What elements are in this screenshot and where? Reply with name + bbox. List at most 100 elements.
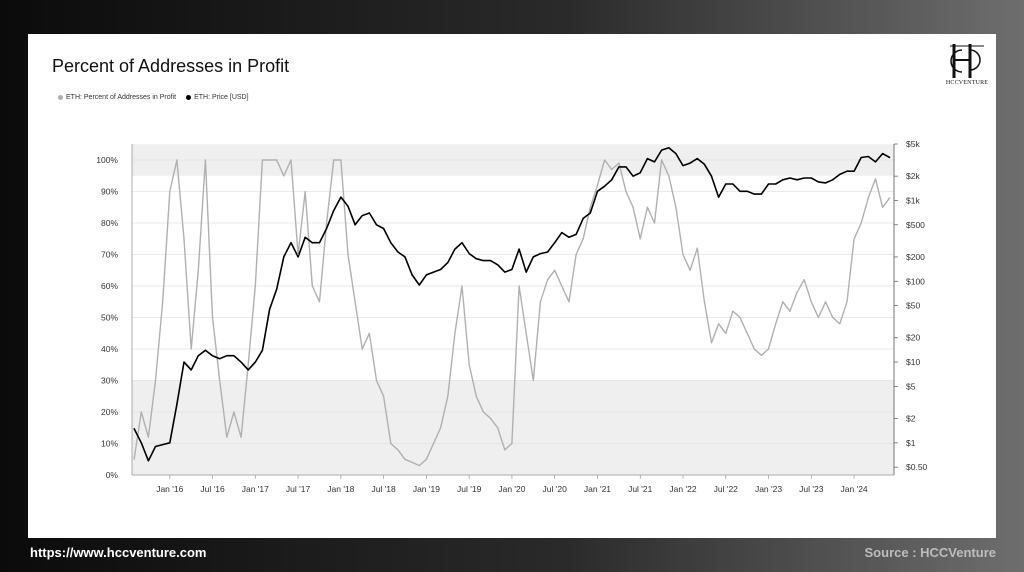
footer-url[interactable]: https://www.hccventure.com bbox=[30, 545, 207, 560]
percent-point bbox=[133, 458, 135, 460]
x-tick-label: Jan '22 bbox=[669, 484, 696, 494]
percent-point bbox=[618, 162, 620, 164]
percent-point bbox=[839, 323, 841, 325]
price-point bbox=[169, 442, 171, 444]
percent-point bbox=[390, 442, 392, 445]
price-point bbox=[710, 175, 713, 177]
percent-point bbox=[539, 301, 542, 303]
x-tick-label: Jul '16 bbox=[200, 484, 225, 494]
percent-point bbox=[268, 159, 271, 161]
price-point bbox=[247, 369, 249, 371]
percent-point bbox=[589, 206, 591, 208]
percent-point bbox=[354, 301, 356, 303]
price-point bbox=[867, 155, 869, 158]
price-point bbox=[276, 288, 278, 290]
price-point bbox=[404, 256, 406, 258]
price-point bbox=[454, 248, 456, 250]
price-point bbox=[340, 196, 342, 198]
price-point bbox=[596, 190, 599, 192]
x-tick-label: Jan '24 bbox=[841, 484, 868, 494]
percent-point bbox=[860, 222, 862, 224]
percent-point bbox=[696, 247, 698, 249]
chart-card: Percent of Addresses in Profit ETH: Perc… bbox=[28, 34, 996, 538]
y-right-tick-label: $20 bbox=[906, 333, 920, 343]
percent-point bbox=[739, 316, 741, 319]
percent-point bbox=[810, 301, 812, 303]
percent-point bbox=[846, 301, 848, 303]
y-right-tick-label: $200 bbox=[906, 252, 925, 262]
price-point bbox=[133, 428, 135, 430]
y-right-tick-label: $100 bbox=[906, 276, 925, 286]
legend-label-percent: ETH: Percent of Addresses in Profit bbox=[66, 94, 177, 101]
percent-point bbox=[568, 301, 570, 303]
percent-point bbox=[546, 279, 549, 281]
y-left-tick-label: 30% bbox=[101, 376, 118, 386]
y-right-tick-label: $500 bbox=[906, 220, 925, 230]
price-point bbox=[390, 242, 392, 244]
y-left-tick-label: 0% bbox=[106, 470, 119, 480]
percent-point bbox=[411, 461, 413, 463]
percent-point bbox=[746, 332, 748, 334]
percent-point bbox=[297, 253, 299, 256]
price-point bbox=[554, 242, 556, 244]
percent-point bbox=[368, 332, 370, 334]
price-point bbox=[525, 271, 527, 273]
percent-point bbox=[290, 159, 292, 161]
price-point bbox=[725, 183, 727, 185]
legend-dot-black-icon bbox=[186, 95, 192, 100]
percent-point bbox=[832, 316, 834, 319]
hccventure-logo: HCCVENTURE bbox=[940, 40, 994, 92]
y-right-tick-label: $2k bbox=[906, 171, 920, 181]
price-point bbox=[504, 271, 506, 273]
price-point bbox=[803, 177, 805, 179]
price-point bbox=[739, 190, 741, 192]
percent-point bbox=[497, 427, 499, 429]
y-right-tick-label: $0.50 bbox=[906, 462, 928, 472]
price-point bbox=[796, 179, 798, 181]
price-point bbox=[354, 224, 356, 226]
price-point bbox=[668, 147, 670, 149]
percent-point bbox=[140, 411, 142, 413]
price-point bbox=[347, 205, 349, 207]
price-point bbox=[268, 308, 271, 310]
legend-item-percent[interactable]: ETH: Percent of Addresses in Profit bbox=[58, 94, 176, 101]
percent-point bbox=[889, 197, 891, 199]
price-point bbox=[147, 460, 149, 462]
percent-point bbox=[782, 301, 784, 303]
percent-point bbox=[404, 458, 406, 460]
chart-title: Percent of Addresses in Profit bbox=[52, 56, 290, 76]
legend-item-price[interactable]: ETH: Price [USD] bbox=[186, 94, 249, 101]
price-point bbox=[411, 274, 413, 276]
percent-point bbox=[867, 197, 869, 199]
chart-legend: ETH: Percent of Addresses in Profit ETH:… bbox=[58, 94, 249, 101]
price-point bbox=[881, 153, 884, 155]
price-point bbox=[154, 445, 157, 448]
percent-point bbox=[482, 411, 485, 413]
price-point bbox=[511, 268, 513, 271]
price-point bbox=[482, 260, 485, 262]
price-point bbox=[368, 212, 370, 214]
percent-point bbox=[425, 458, 427, 460]
percent-point bbox=[710, 342, 713, 344]
percent-point bbox=[603, 159, 606, 161]
price-point bbox=[874, 161, 877, 163]
percent-point bbox=[254, 285, 256, 287]
percent-point bbox=[219, 379, 221, 382]
y-right-tick-label: $50 bbox=[906, 301, 920, 311]
percent-point bbox=[247, 364, 249, 366]
price-point bbox=[440, 268, 442, 271]
price-point bbox=[653, 161, 656, 163]
percent-point bbox=[283, 175, 285, 177]
price-point bbox=[190, 369, 192, 371]
price-point bbox=[675, 153, 677, 155]
y-left-tick-label: 20% bbox=[101, 407, 118, 417]
price-point bbox=[546, 251, 549, 253]
percent-point bbox=[874, 178, 877, 180]
y-right-tick-label: $10 bbox=[906, 357, 920, 367]
y-left-tick-label: 10% bbox=[101, 439, 118, 449]
percent-point bbox=[190, 348, 192, 350]
percent-point bbox=[318, 301, 321, 303]
percent-point bbox=[718, 323, 720, 325]
percent-point bbox=[817, 316, 820, 319]
price-point bbox=[226, 355, 228, 357]
